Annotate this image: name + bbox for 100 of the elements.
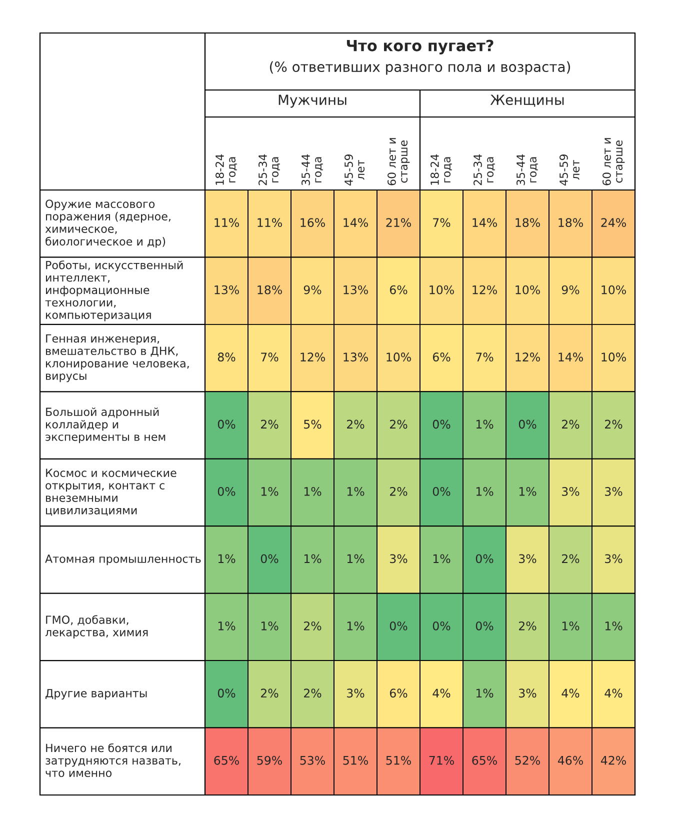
data-label: 2% <box>519 621 536 630</box>
data-label: 21% <box>386 218 411 228</box>
data-label: 24% <box>601 218 626 228</box>
data-label: 3% <box>519 554 536 564</box>
text: Женщины <box>490 94 564 107</box>
data-label: 1% <box>347 486 364 496</box>
data-label: 0% <box>218 688 236 698</box>
data-label: 6% <box>390 688 408 698</box>
data-label: 1% <box>347 621 364 630</box>
data-label: 1% <box>218 554 236 564</box>
x-tick-label: 18-24 года <box>430 154 452 185</box>
data-label: 5% <box>304 420 322 429</box>
data-label: 10% <box>430 285 454 294</box>
y-tick-label: Ничего не боятся или затрудняются назвать, что именно <box>46 743 180 778</box>
data-label: 71% <box>429 756 454 765</box>
x-tick-label: 60 лет и старше <box>388 138 410 186</box>
data-label: 10% <box>386 352 411 362</box>
y-tick-label: ГМО, добавки, лекарства, химия <box>45 615 148 639</box>
y-tick-label: Роботы, искусственный интеллект, информационные технологии, компьютеризация <box>45 260 183 322</box>
data-label: 1% <box>304 554 322 564</box>
data-label: 59% <box>257 756 282 765</box>
data-label: 12% <box>516 352 540 362</box>
data-label: 4% <box>604 688 622 698</box>
data-label: 52% <box>515 756 540 765</box>
data-label: 1% <box>304 486 322 496</box>
data-label: 10% <box>602 285 626 294</box>
data-label: 2% <box>390 486 408 496</box>
data-label: 14% <box>558 352 583 362</box>
x-tick-label: 25-34 года <box>474 154 495 186</box>
data-label: 10% <box>516 285 540 294</box>
data-label: 13% <box>214 285 239 294</box>
data-label: 42% <box>600 756 626 765</box>
data-label: 2% <box>390 420 408 429</box>
data-label: 18% <box>258 285 282 294</box>
y-tick-label: Оружие массового поражения (ядерное, химическое, биологическое и др) <box>45 200 170 248</box>
data-label: 18% <box>558 218 583 228</box>
data-label: 4% <box>432 688 450 698</box>
data-label: 18% <box>516 218 540 228</box>
data-label: 4% <box>562 688 580 698</box>
data-label: 2% <box>562 554 580 564</box>
data-label: 1% <box>433 554 450 564</box>
x-tick-label: 45-59 лет <box>560 154 580 186</box>
data-label: 3% <box>562 486 580 496</box>
data-label: 65% <box>472 756 497 765</box>
data-label: 8% <box>218 352 236 362</box>
data-label: 10% <box>602 352 626 362</box>
data-label: 1% <box>218 621 236 630</box>
x-tick-label: 45-59 лет <box>344 154 365 186</box>
data-label: 2% <box>304 621 322 630</box>
data-label: 0% <box>390 621 408 630</box>
x-tick-label: 35-44 года <box>302 154 323 186</box>
data-label: 65% <box>214 756 239 765</box>
data-label: 2% <box>562 420 580 429</box>
data-label: 7% <box>476 352 494 362</box>
data-label: 11% <box>258 218 282 228</box>
data-label: 1% <box>476 688 494 698</box>
data-label: 51% <box>343 756 368 765</box>
data-label: 14% <box>344 218 368 228</box>
data-label: 0% <box>432 486 450 496</box>
data-label: 6% <box>390 285 408 294</box>
data-label: 1% <box>519 486 536 496</box>
data-label: 0% <box>518 420 536 429</box>
chart-subtitle: (% ответивших разного пола и возраста) <box>270 61 570 75</box>
data-label: 3% <box>605 486 622 496</box>
data-label: 6% <box>432 352 450 362</box>
y-tick-label: Генная инженерия, вмешательство в ДНК, клонирование человека, вирусы <box>46 334 189 382</box>
x-tick-label: 60 лет и старше <box>602 138 625 186</box>
data-label: 3% <box>347 688 364 698</box>
data-label: 1% <box>476 420 494 429</box>
data-label: 1% <box>476 486 494 496</box>
x-tick-label: 18-24 года <box>216 154 237 185</box>
data-label: 3% <box>519 688 536 698</box>
data-label: 3% <box>390 554 408 564</box>
data-label: 11% <box>214 218 239 228</box>
data-label: 12% <box>300 352 325 362</box>
x-tick-label: 25-34 года <box>258 154 280 186</box>
data-label: 2% <box>347 420 364 429</box>
data-label: 0% <box>260 554 278 564</box>
data-label: 13% <box>344 352 368 362</box>
data-label: 12% <box>472 285 497 294</box>
data-label: 14% <box>472 218 497 228</box>
data-label: 0% <box>476 554 494 564</box>
data-label: 2% <box>304 688 322 698</box>
data-label: 0% <box>218 420 236 429</box>
y-tick-label: Другие варианты <box>46 689 147 700</box>
data-label: 0% <box>432 420 450 429</box>
data-label: 0% <box>476 621 494 630</box>
data-label: 0% <box>432 621 450 630</box>
data-label: 16% <box>300 218 325 228</box>
data-label: 1% <box>261 486 278 496</box>
y-tick-label: Большой адронный коллайдер и эксперименты в нем <box>46 408 166 444</box>
data-label: 1% <box>562 621 580 630</box>
x-tick-label: 35-44 года <box>516 154 538 186</box>
data-label: 9% <box>562 285 580 294</box>
data-label: 2% <box>261 688 278 698</box>
data-label: 13% <box>344 285 368 294</box>
data-label: 2% <box>605 420 622 429</box>
data-label: 7% <box>261 352 278 362</box>
data-label: 1% <box>261 621 278 630</box>
data-label: 53% <box>300 756 325 765</box>
